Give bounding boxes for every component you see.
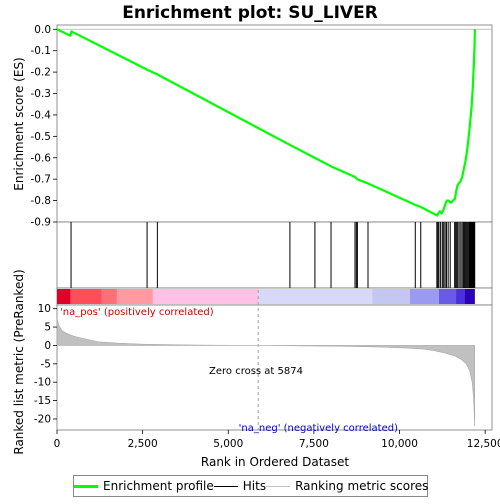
legend-swatch-ranking-metric bbox=[266, 486, 290, 487]
es-y-tick-label: -0.8 bbox=[31, 195, 52, 207]
es-y-tick-label: -0.3 bbox=[31, 88, 52, 100]
x-tick-label: 2,500 bbox=[128, 438, 158, 450]
heat-band-segment bbox=[258, 289, 372, 304]
enrichment-y-axis-label: Enrichment score (ES) bbox=[12, 57, 26, 190]
heat-band-segment bbox=[153, 289, 258, 304]
legend: Enrichment profile Hits Ranking metric s… bbox=[73, 475, 428, 497]
heat-band-segment bbox=[465, 289, 475, 304]
heat-band-segment bbox=[439, 289, 456, 304]
x-tick-label: 10,000 bbox=[381, 438, 418, 450]
legend-item-hits: Hits bbox=[214, 479, 266, 493]
es-y-tick-label: -0.6 bbox=[31, 152, 52, 164]
es-y-tick-label: -0.4 bbox=[31, 109, 52, 121]
legend-label: Enrichment profile bbox=[103, 479, 214, 493]
heat-band-segment bbox=[456, 289, 465, 304]
positive-correlation-label: 'na_pos' (positively correlated) bbox=[60, 307, 214, 318]
heat-band-segment bbox=[410, 289, 439, 304]
enrichment-panel bbox=[57, 25, 492, 222]
heat-band-segment bbox=[102, 289, 117, 304]
chart-title: Enrichment plot: SU_LIVER bbox=[122, 3, 378, 23]
x-tick-label: 7,500 bbox=[299, 438, 329, 450]
heat-band-segment bbox=[372, 289, 410, 304]
zero-cross-label: Zero cross at 5874 bbox=[209, 366, 303, 377]
rank-y-axis-label: Ranked list metric (PreRanked) bbox=[12, 269, 26, 454]
heat-band-segment bbox=[71, 289, 102, 304]
legend-item-enrichment-profile: Enrichment profile bbox=[74, 479, 214, 493]
rank-y-tick-label: 10 bbox=[38, 303, 51, 315]
rank-y-tick-label: 0 bbox=[44, 340, 51, 352]
legend-swatch-hits bbox=[214, 486, 238, 487]
es-y-tick-label: 0.0 bbox=[34, 24, 51, 36]
es-y-tick-label: -0.2 bbox=[31, 67, 52, 79]
legend-item-ranking-metric: Ranking metric scores bbox=[266, 479, 428, 493]
legend-label: Ranking metric scores bbox=[295, 479, 428, 493]
x-axis-label: Rank in Ordered Dataset bbox=[201, 455, 349, 469]
es-y-tick-label: -0.1 bbox=[31, 45, 52, 57]
x-tick-label: 5,000 bbox=[213, 438, 243, 450]
x-tick-label: 12,500 bbox=[467, 438, 500, 450]
es-y-tick-label: -0.9 bbox=[31, 217, 52, 229]
rank-y-tick-label: 5 bbox=[44, 322, 51, 334]
es-y-tick-label: -0.5 bbox=[31, 131, 52, 143]
x-tick-label: 0 bbox=[54, 438, 61, 450]
negative-correlation-label: 'na_neg' (negatively correlated) bbox=[239, 423, 398, 434]
legend-swatch-enrichment-profile bbox=[74, 485, 98, 488]
heat-band-segment bbox=[117, 289, 153, 304]
rank-y-tick-label: -20 bbox=[34, 413, 51, 425]
heat-band-segment bbox=[57, 289, 71, 304]
es-y-tick-label: -0.7 bbox=[31, 174, 52, 186]
legend-label: Hits bbox=[243, 479, 266, 493]
rank-y-tick-label: -15 bbox=[34, 395, 51, 407]
heat-band bbox=[57, 289, 475, 304]
rank-y-tick-label: -10 bbox=[34, 377, 51, 389]
rank-y-tick-label: -5 bbox=[41, 358, 51, 370]
hits-panel bbox=[57, 222, 492, 288]
